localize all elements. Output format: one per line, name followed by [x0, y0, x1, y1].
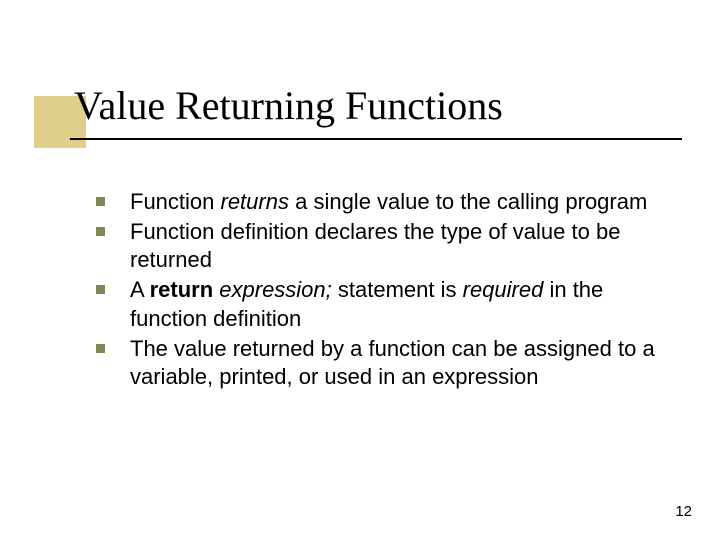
page-number: 12	[675, 503, 692, 520]
body-block: Function returns a single value to the c…	[96, 188, 656, 393]
list-item-text: A return expression; statement is requir…	[130, 277, 603, 330]
square-bullet-icon	[96, 285, 105, 294]
list-item-text: Function returns a single value to the c…	[130, 189, 647, 214]
list-item: Function returns a single value to the c…	[96, 188, 656, 216]
list-item: Function definition declares the type of…	[96, 218, 656, 274]
square-bullet-icon	[96, 344, 105, 353]
title-underline	[70, 138, 682, 140]
list-item: The value returned by a function can be …	[96, 335, 656, 391]
bullet-list: Function returns a single value to the c…	[96, 188, 656, 391]
slide: Value Returning Functions Function retur…	[0, 0, 720, 540]
list-item: A return expression; statement is requir…	[96, 276, 656, 332]
list-item-text: Function definition declares the type of…	[130, 219, 620, 272]
square-bullet-icon	[96, 227, 105, 236]
title-block: Value Returning Functions	[70, 84, 680, 140]
list-item-text: The value returned by a function can be …	[130, 336, 655, 389]
slide-title: Value Returning Functions	[70, 84, 680, 138]
square-bullet-icon	[96, 197, 105, 206]
